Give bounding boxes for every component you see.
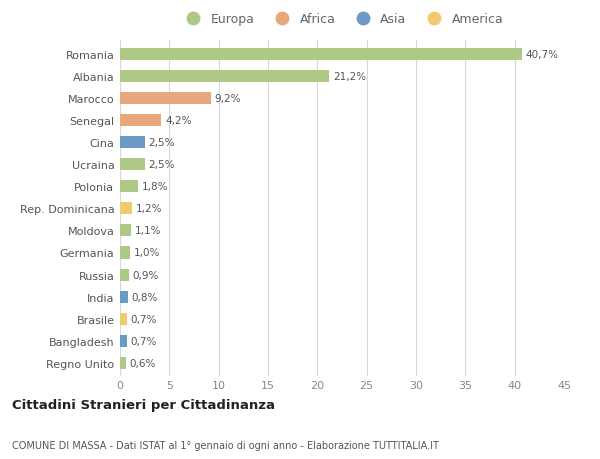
Bar [120,115,161,127]
Bar [120,181,138,193]
Text: 2,5%: 2,5% [149,138,175,148]
Bar [120,313,127,325]
Bar [120,137,145,149]
Bar [120,357,126,369]
Text: 0,7%: 0,7% [131,314,157,324]
Bar [120,71,329,83]
Text: Cittadini Stranieri per Cittadinanza: Cittadini Stranieri per Cittadinanza [12,398,275,411]
Bar [120,269,129,281]
Bar [120,93,211,105]
Text: 1,8%: 1,8% [142,182,168,192]
Text: 21,2%: 21,2% [333,72,366,82]
Bar [120,225,131,237]
Legend: Europa, Africa, Asia, America: Europa, Africa, Asia, America [178,11,506,28]
Bar [120,49,521,61]
Text: 4,2%: 4,2% [166,116,192,126]
Text: 40,7%: 40,7% [526,50,559,60]
Bar [120,247,130,259]
Text: 1,2%: 1,2% [136,204,162,214]
Text: 1,1%: 1,1% [135,226,161,236]
Text: 0,7%: 0,7% [131,336,157,346]
Text: 9,2%: 9,2% [215,94,241,104]
Bar [120,335,127,347]
Bar [120,159,145,171]
Bar [120,291,128,303]
Bar [120,203,132,215]
Text: 2,5%: 2,5% [149,160,175,170]
Text: 0,6%: 0,6% [130,358,156,368]
Text: 1,0%: 1,0% [134,248,160,258]
Text: COMUNE DI MASSA - Dati ISTAT al 1° gennaio di ogni anno - Elaborazione TUTTITALI: COMUNE DI MASSA - Dati ISTAT al 1° genna… [12,440,439,450]
Text: 0,8%: 0,8% [132,292,158,302]
Text: 0,9%: 0,9% [133,270,159,280]
